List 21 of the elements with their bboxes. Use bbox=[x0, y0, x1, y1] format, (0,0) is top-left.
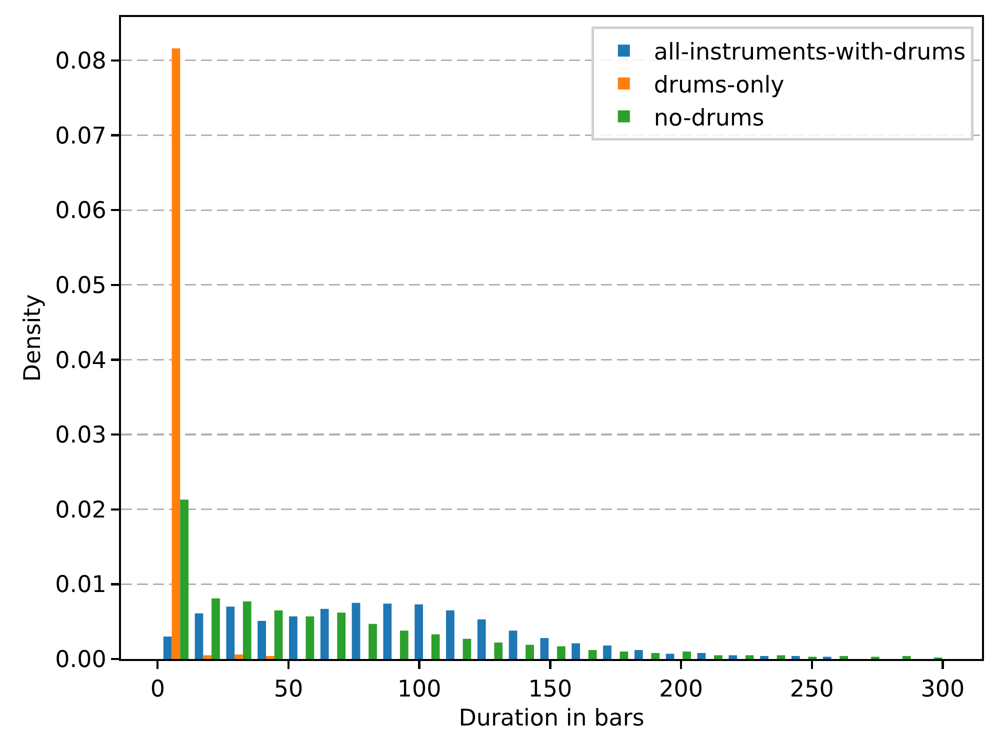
legend-label: drums-only bbox=[654, 72, 784, 98]
y-tick-label: 0.03 bbox=[55, 422, 106, 449]
y-tick-label: 0.00 bbox=[55, 647, 106, 674]
y-tick-label: 0.07 bbox=[55, 123, 106, 150]
y-tick-label: 0.06 bbox=[55, 198, 106, 224]
y-tick-label: 0.05 bbox=[55, 272, 106, 299]
x-tick-label: 150 bbox=[528, 676, 572, 703]
x-tick-label: 0 bbox=[150, 676, 165, 703]
y-tick-label: 0.01 bbox=[55, 572, 106, 598]
y-tick-label: 0.04 bbox=[55, 348, 106, 374]
x-axis-title: Duration in bars bbox=[458, 706, 644, 732]
y-tick-label: 0.08 bbox=[55, 48, 106, 74]
legend-label: no-drums bbox=[654, 105, 764, 132]
x-tick-label: 300 bbox=[920, 676, 965, 703]
y-axis-title: Density bbox=[20, 294, 46, 382]
x-tick-label: 50 bbox=[274, 676, 304, 703]
legend-label: all-instruments-with-drums bbox=[654, 40, 966, 66]
x-tick-label: 100 bbox=[397, 676, 442, 703]
x-tick-label: 250 bbox=[790, 676, 834, 703]
y-tick-label: 0.02 bbox=[55, 497, 106, 524]
x-tick-label: 200 bbox=[659, 676, 703, 703]
